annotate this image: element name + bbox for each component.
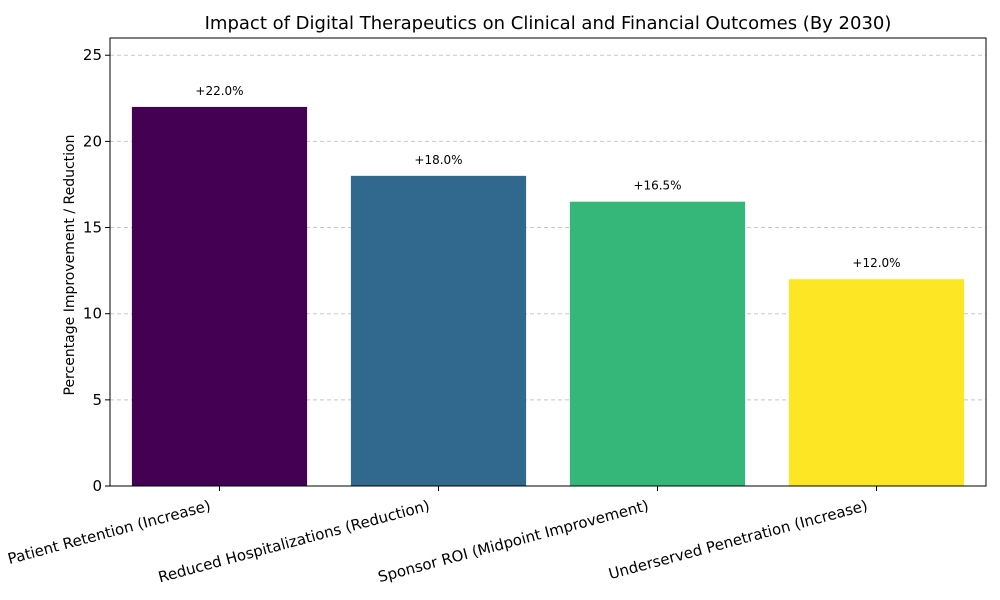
y-tick-label: 0 <box>92 477 102 495</box>
data-label: +16.5% <box>633 179 681 193</box>
y-tick-label: 5 <box>92 391 102 409</box>
y-axis-label: Percentage Improvement / Reduction <box>62 135 78 396</box>
chart-title: Impact of Digital Therapeutics on Clinic… <box>205 13 892 34</box>
bar <box>131 106 308 486</box>
plot-area-frame <box>109 37 987 487</box>
y-axis-ticks: 0 5 10 15 20 25 <box>83 46 110 495</box>
y-tick-label: 15 <box>83 219 102 237</box>
x-axis-ticks: Patient Retention (Increase)Reduced Hosp… <box>6 486 877 586</box>
bar <box>569 201 746 486</box>
y-tick-label: 10 <box>83 305 102 323</box>
data-label: +12.0% <box>852 256 900 270</box>
data-label: +18.0% <box>414 153 462 167</box>
bar <box>350 175 527 486</box>
y-tick-label: 25 <box>83 46 102 64</box>
x-tick-label: Patient Retention (Increase) <box>6 496 213 568</box>
y-tick-label: 20 <box>83 132 102 150</box>
bar <box>788 279 965 486</box>
bars <box>131 106 965 486</box>
data-labels: +22.0% +18.0% +16.5% +12.0% <box>195 84 900 270</box>
data-label: +22.0% <box>195 84 243 98</box>
